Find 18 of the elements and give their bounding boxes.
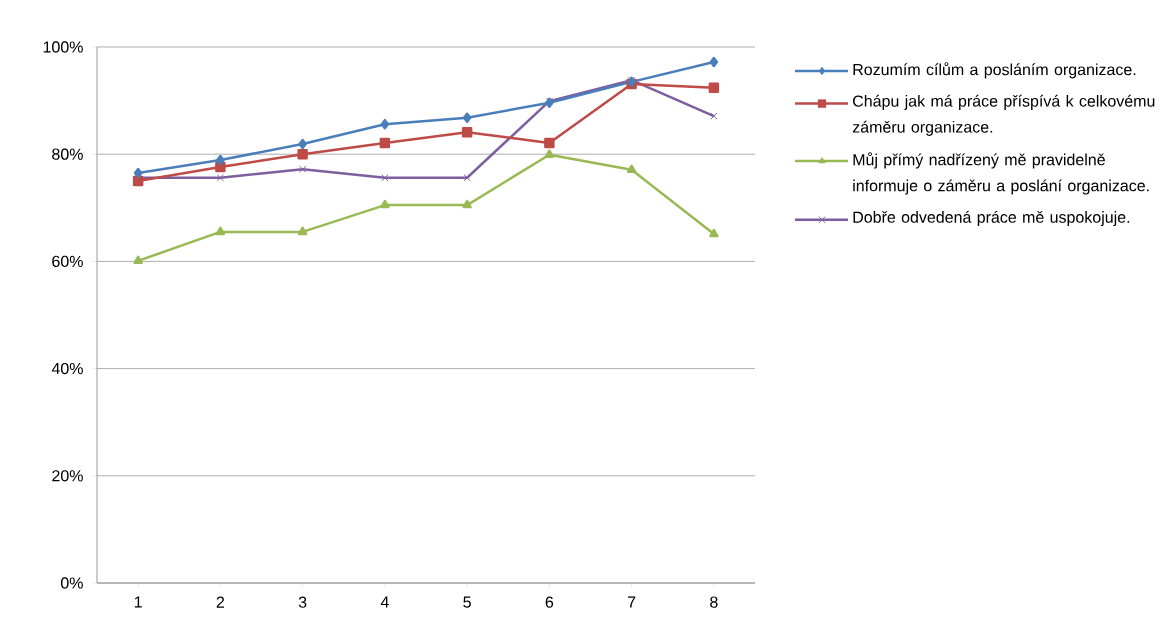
y-tick-label: 100%	[43, 41, 83, 53]
x-tick-label: 5	[463, 596, 471, 608]
x-tick-label: 8	[710, 596, 718, 608]
legend-label: Chápu jak má práce příspívá k celkovému záměru organizace.	[852, 94, 1155, 136]
x-tick-label: 3	[298, 596, 307, 608]
x-tick-label: 2	[216, 596, 225, 608]
legend-label: Můj přímý nadřízený mě pravidelně informuje o záměru a poslání organizace.	[853, 152, 1149, 195]
x-tick-label: 1	[134, 596, 142, 608]
y-tick-label: 80%	[52, 148, 83, 160]
y-tick-label: 60%	[52, 255, 83, 268]
x-tick-label: 4	[380, 596, 389, 608]
x-tick-label: 7	[628, 596, 636, 608]
y-tick-label: 40%	[51, 362, 83, 375]
y-tick-label: 0%	[60, 577, 83, 589]
y-tick-label: 20%	[52, 470, 83, 482]
legend-label: Dobře odvedená práce mě uspokojuje.	[853, 210, 1130, 227]
legend-label: Rozumím cílům a posláním organizace.	[853, 62, 1136, 79]
x-tick-label: 6	[545, 596, 554, 608]
